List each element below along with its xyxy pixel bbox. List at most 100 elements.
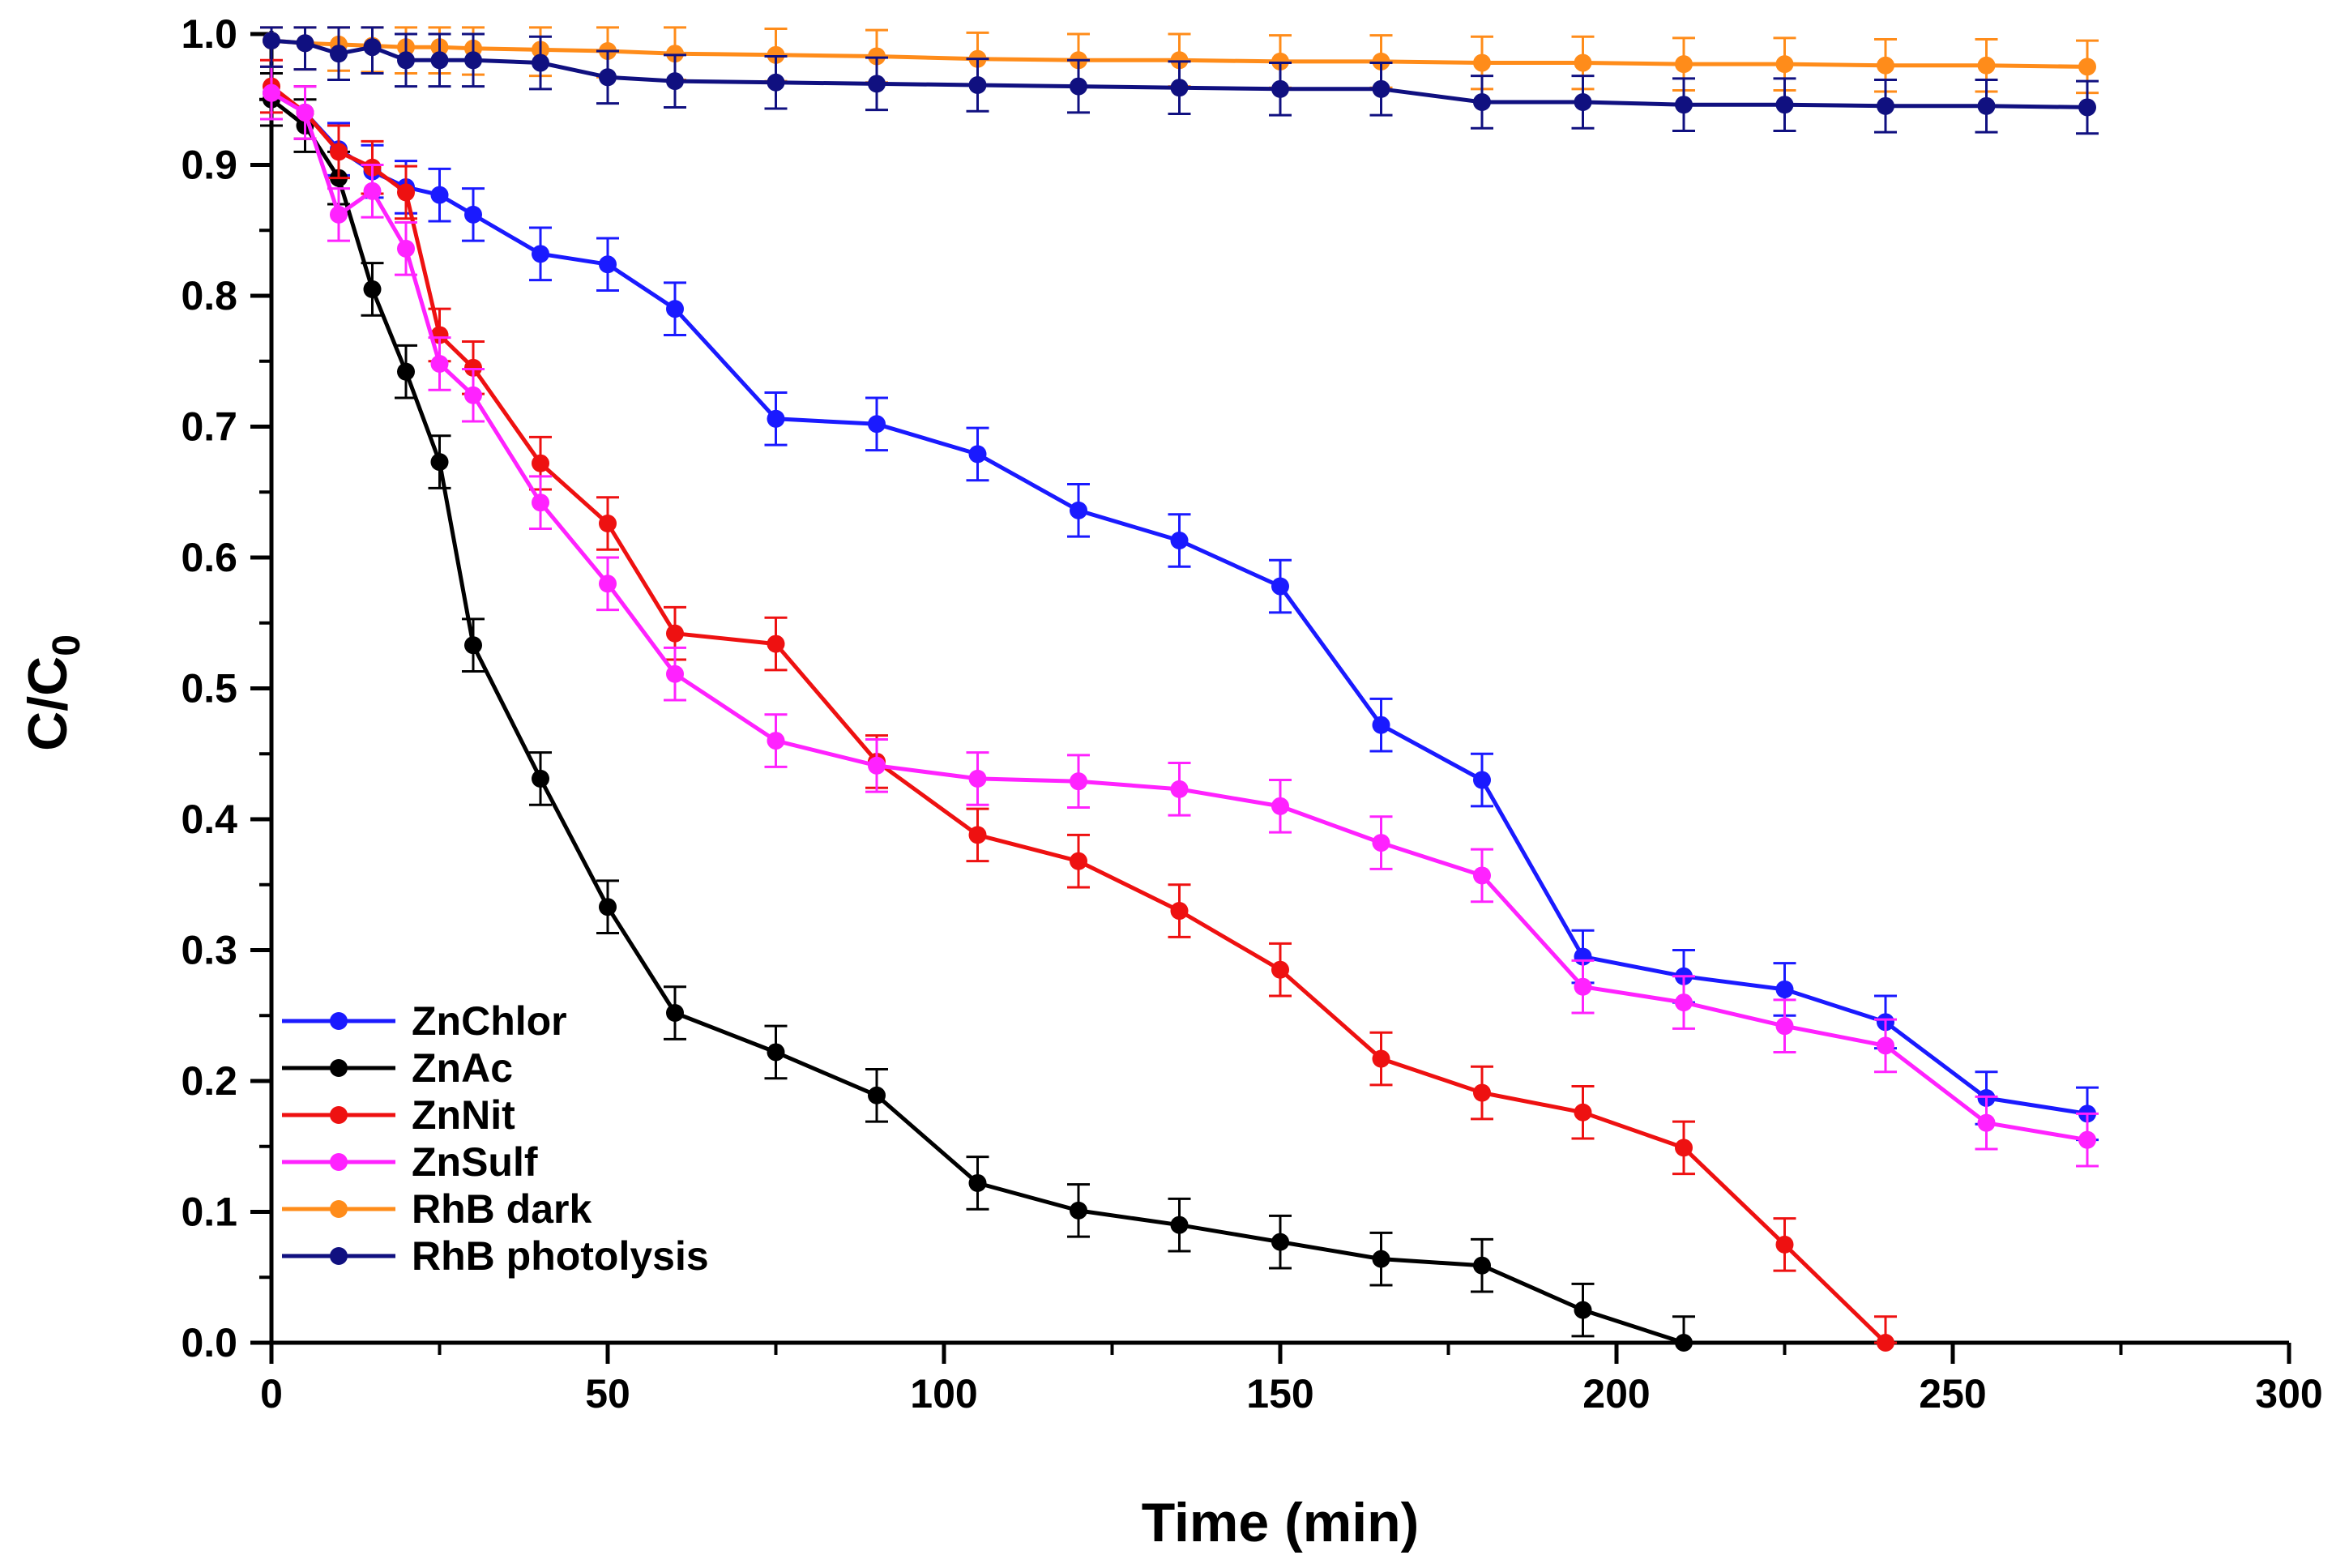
data-point: [1271, 1233, 1289, 1251]
data-point: [1070, 1201, 1087, 1220]
data-point: [1775, 96, 1794, 114]
data-point: [666, 1004, 684, 1023]
data-point: [1574, 53, 1592, 72]
data-point: [1977, 1113, 1996, 1132]
y-axis-title-main: C/C: [17, 656, 79, 751]
data-point: [430, 354, 449, 373]
legend-swatch-marker: [330, 1153, 348, 1171]
data-point: [363, 38, 382, 57]
data-point: [1775, 1235, 1794, 1254]
data-point: [330, 45, 348, 63]
legend-swatch-marker: [330, 1012, 348, 1030]
data-point: [1170, 1216, 1189, 1234]
axes: 0 50 100 150 200 250 300 0.0 0.1 0.2 0.3 0.4 0.5 0.6 0…: [181, 11, 2322, 1416]
legend-item: ZnSulf: [282, 1139, 538, 1185]
data-point: [1473, 866, 1491, 885]
data-point: [767, 634, 785, 653]
data-point: [1877, 56, 1894, 75]
data-point: [599, 68, 617, 87]
data-point: [330, 205, 348, 224]
legend-item: ZnAc: [282, 1045, 513, 1091]
data-point: [1372, 1250, 1390, 1268]
data-point: [666, 300, 684, 318]
data-point: [1070, 852, 1087, 870]
y-tick-label: 0.1: [181, 1190, 237, 1235]
data-point: [1877, 1036, 1894, 1055]
x-tick-label: 100: [910, 1371, 977, 1416]
y-tick-label: 0.9: [181, 143, 237, 188]
data-point: [1473, 1256, 1491, 1275]
data-point: [767, 45, 785, 64]
data-point: [1170, 79, 1189, 97]
data-point: [1675, 96, 1693, 114]
y-tick-label: 0.6: [181, 535, 237, 580]
data-point: [1473, 92, 1491, 111]
legend-swatch-marker: [330, 1200, 348, 1218]
legend-label: ZnSulf: [412, 1139, 538, 1185]
data-point: [363, 280, 382, 298]
data-point: [868, 1086, 886, 1104]
data-point: [464, 358, 482, 377]
y-axis-title: C/C0: [17, 634, 88, 751]
data-point: [1372, 716, 1390, 734]
data-point: [767, 73, 785, 92]
data-point: [1372, 1049, 1390, 1068]
legend-item: RhB photolysis: [282, 1233, 709, 1279]
data-point: [1877, 96, 1894, 115]
data-point: [1070, 77, 1087, 96]
y-axis-title-subscript: 0: [45, 634, 88, 656]
data-point: [1574, 92, 1592, 111]
x-tick-label: 200: [1582, 1371, 1650, 1416]
data-point: [1170, 51, 1189, 70]
data-point: [1675, 1139, 1693, 1157]
data-point: [464, 51, 482, 70]
legend-label: RhB dark: [412, 1186, 592, 1232]
data-point: [464, 636, 482, 655]
y-tick-label: 1.0: [181, 11, 237, 57]
legend-label: ZnNit: [412, 1092, 515, 1138]
y-tick-label: 0.7: [181, 404, 237, 450]
data-point: [599, 255, 617, 274]
y-tick-label: 0.5: [181, 666, 237, 711]
data-point: [430, 453, 449, 472]
data-point: [2078, 58, 2096, 76]
data-point: [666, 664, 684, 683]
legend-label: ZnChlor: [412, 998, 567, 1044]
data-point: [330, 143, 348, 161]
data-point: [1574, 1103, 1592, 1122]
series-znsulf: [260, 65, 2099, 1168]
data-point: [1170, 902, 1189, 921]
data-point: [1675, 55, 1693, 74]
svg-text:C/C0: C/C0: [17, 634, 88, 751]
legend-swatch-marker: [330, 1106, 348, 1124]
data-point: [968, 445, 987, 464]
data-point: [1574, 977, 1592, 996]
data-point: [1473, 53, 1491, 72]
data-point: [868, 47, 886, 66]
data-point: [430, 51, 449, 70]
legend-label: ZnAc: [412, 1045, 513, 1091]
data-point: [1775, 55, 1794, 74]
legend-swatch-marker: [330, 1059, 348, 1077]
y-tick-label: 0.4: [181, 797, 237, 842]
x-axis-title: Time (min): [1142, 1492, 1420, 1553]
data-point: [464, 205, 482, 224]
series-line: [270, 91, 2088, 1143]
data-point: [430, 326, 449, 344]
data-point: [397, 362, 415, 381]
x-tick-label: 150: [1246, 1371, 1313, 1416]
data-point: [599, 898, 617, 916]
x-tick-label: 50: [585, 1371, 630, 1416]
data-point: [1473, 1083, 1491, 1102]
x-tick-label: 300: [2255, 1371, 2322, 1416]
data-point: [868, 415, 886, 434]
series-line: [270, 97, 1685, 1345]
data-point: [1775, 1017, 1794, 1036]
y-tick-label: 0.2: [181, 1058, 237, 1104]
data-point: [532, 769, 549, 788]
legend-item: ZnNit: [282, 1092, 515, 1138]
data-point: [263, 83, 280, 102]
data-point: [666, 624, 684, 643]
data-point: [2078, 1130, 2096, 1149]
data-point: [1372, 79, 1390, 98]
